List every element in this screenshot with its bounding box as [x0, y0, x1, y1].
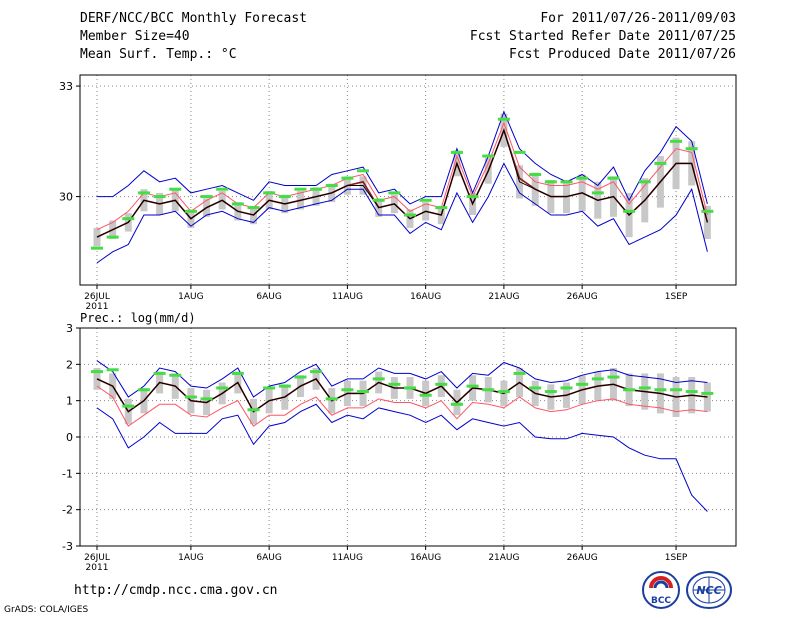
precipitation-x-tick-label: 16AUG	[410, 553, 441, 563]
precipitation-max-line	[96, 360, 708, 398]
variable-label: Mean Surf. Temp.: °C	[80, 47, 237, 62]
bcc-logo: BCC	[642, 571, 680, 609]
precipitation-x-tick-label: 11AUG	[332, 553, 363, 563]
precipitation-y-tick-label: 1	[66, 395, 73, 408]
precipitation-ensemble-mean-line	[96, 378, 708, 413]
temperature-pct-90-line	[96, 121, 708, 231]
temperature-x-tick-label: 11AUG	[332, 292, 363, 302]
precipitation-y-tick-label: 0	[66, 431, 73, 444]
start-date: Fcst Started Refer Date 2011/07/25	[469, 29, 736, 44]
precipitation-x-tick-label: 26JUL	[84, 553, 110, 563]
precipitation-panel: 3 2 1 0 -1 -2 -3 26JUL 1AUG 6AUG 11AUG 16AUG 21AUG 26…	[62, 311, 737, 573]
temperature-min-line	[96, 162, 708, 264]
precipitation-x-tick-label: 6AUG	[256, 553, 281, 563]
temperature-x-tick-label: 26JUL	[84, 292, 110, 302]
temperature-x-tick-label: 1SEP	[665, 292, 688, 302]
precipitation-y-tick-label: -1	[62, 467, 73, 480]
precipitation-spread-box	[93, 367, 101, 390]
temperature-x-tick-label: 1AUG	[178, 292, 203, 302]
website-url: http://cmdp.ncc.cma.gov.cn	[74, 583, 278, 598]
temperature-year-label: 2011	[86, 302, 109, 312]
precipitation-x-tick-label: 1AUG	[178, 553, 203, 563]
precipitation-frame	[79, 327, 737, 547]
temperature-x-tick-label: 6AUG	[256, 292, 281, 302]
temperature-x-tick-label: 26AUG	[567, 292, 598, 302]
temperature-y-tick-label: 33	[59, 80, 73, 93]
precipitation-x-tick-label: 21AUG	[488, 553, 519, 563]
precipitation-year-label: 2011	[86, 563, 109, 573]
temperature-frame	[79, 74, 737, 286]
precipitation-y-tick-label: -3	[62, 540, 73, 553]
temperature-x-tick-label: 21AUG	[488, 292, 519, 302]
precipitation-y-tick-label: 3	[66, 322, 73, 335]
grads-credit: GrADS: COLA/IGES	[4, 605, 89, 615]
temperature-max-line	[97, 110, 708, 205]
temperature-ensemble-mean-line	[96, 128, 708, 238]
precipitation-y-tick-label: 2	[66, 358, 73, 371]
temperature-y-tick-label: 30	[59, 191, 73, 204]
precipitation-y-tick-label: -2	[62, 504, 73, 517]
precipitation-x-tick-label: 1SEP	[665, 553, 688, 563]
forecast-period: For 2011/07/26-2011/09/03	[540, 11, 736, 26]
precipitation-title: Prec.: log(mm/d)	[80, 311, 196, 325]
temperature-x-tick-label: 16AUG	[410, 292, 441, 302]
produced-date: Fcst Produced Date 2011/07/26	[509, 47, 736, 62]
precipitation-min-line	[96, 403, 708, 512]
precipitation-x-tick-label: 26AUG	[567, 553, 598, 563]
ncc-logo-text: NCC	[696, 584, 721, 597]
ncc-logo: NCC	[686, 571, 732, 609]
temperature-panel: 33 30 26JUL 1AUG 6AUG 11AUG 16AUG 21AUG 26AUG 1SE…	[59, 74, 737, 312]
precipitation-pct-10-line	[96, 385, 708, 427]
member-size: Member Size=40	[80, 29, 190, 44]
temperature-spread-box	[93, 227, 101, 247]
bcc-logo-text: BCC	[651, 596, 671, 606]
chart-title: DERF/NCC/BCC Monthly Forecast	[80, 11, 307, 26]
